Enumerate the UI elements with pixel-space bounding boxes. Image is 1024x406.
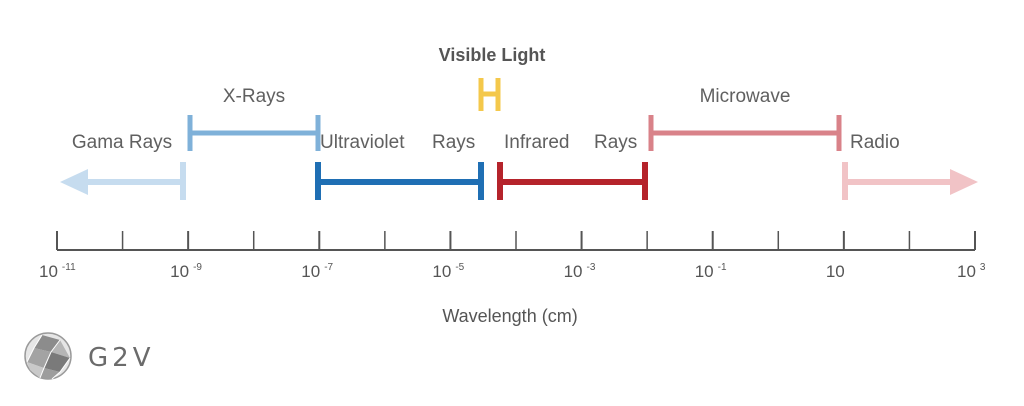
microwave-range-bar	[648, 115, 842, 151]
visible-light-title: Visible Light	[439, 45, 546, 65]
axis-tick-labels: 10 -11 10 -9 10 -7 10 -5 10 -3 10 -1 10 10 3	[39, 262, 986, 281]
visible-light-marker	[478, 78, 501, 111]
axis-minor-ticks	[121, 231, 911, 250]
infrared-rays-label: Rays	[594, 132, 637, 153]
x-rays-label: X-Rays	[223, 86, 285, 107]
logo-text: G2V	[88, 343, 154, 373]
axis-major-ticks	[56, 231, 976, 250]
tick-label: 10 3	[957, 262, 986, 281]
x-ray-range-bar	[187, 115, 321, 151]
gamma-range-arrow	[60, 162, 186, 200]
tick-label: 10 -1	[695, 262, 727, 281]
tick-label: 10 -7	[301, 262, 333, 281]
tick-label: 10 -11	[39, 262, 76, 281]
ultraviolet-range-bar	[315, 162, 484, 200]
radio-label: Radio	[850, 132, 900, 153]
infrared-range-bar	[497, 162, 648, 200]
tick-label: 10 -3	[564, 262, 596, 281]
radio-range-arrow	[842, 162, 978, 200]
gamma-rays-label: Gama Rays	[72, 132, 172, 153]
microwave-label: Microwave	[700, 86, 791, 107]
infrared-label: Infrared	[504, 132, 569, 153]
tick-label: 10 -5	[432, 262, 464, 281]
geodesic-sphere-icon	[24, 332, 72, 380]
tick-label: 10 -9	[170, 262, 202, 281]
axis-title: Wavelength (cm)	[442, 306, 577, 326]
g2v-logo: G2V	[24, 332, 154, 380]
ultraviolet-label: Ultraviolet	[320, 132, 405, 153]
ultraviolet-rays-label: Rays	[432, 132, 475, 153]
tick-label: 10	[826, 262, 845, 281]
